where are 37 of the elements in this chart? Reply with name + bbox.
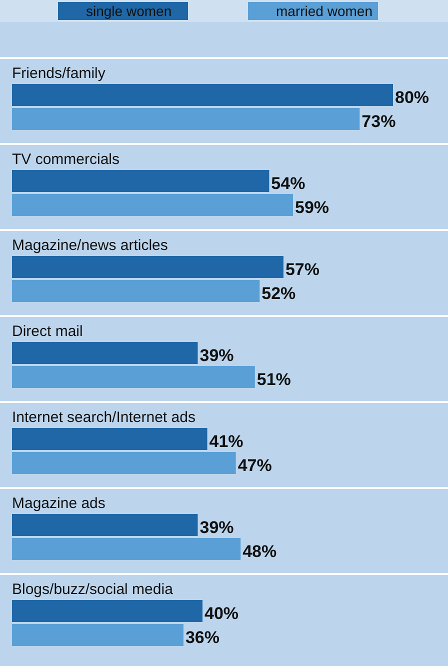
- data-label: 52%: [262, 284, 296, 303]
- data-label: 41%: [209, 432, 244, 451]
- bar: [12, 514, 198, 536]
- bar: [12, 170, 270, 192]
- y-tick-label: Magazine ads: [12, 495, 106, 512]
- data-label: 80%: [395, 88, 430, 107]
- bar: [12, 366, 255, 388]
- bar: [12, 342, 198, 364]
- data-label: 39%: [200, 346, 234, 365]
- data-label: 51%: [256, 370, 291, 389]
- y-tick-label: Blogs/buzz/social media: [12, 581, 174, 598]
- data-label: 59%: [294, 198, 330, 217]
- y-tick-label: TV commercials: [12, 151, 120, 168]
- bar: [12, 538, 241, 560]
- text: single women: [86, 3, 172, 19]
- bar: [12, 256, 284, 278]
- y-tick-label: Direct mail: [12, 323, 83, 340]
- data-label: 47%: [238, 456, 272, 475]
- y-tick-label: Friends/family: [12, 65, 106, 82]
- data-label: 73%: [362, 112, 396, 131]
- y-tick-label: Magazine/news articles: [12, 237, 168, 254]
- y-tick-label: Internet search/Internet ads: [12, 409, 196, 426]
- text: married women: [276, 3, 372, 19]
- bar: [12, 194, 293, 216]
- bar: [12, 600, 202, 622]
- data-label: 57%: [285, 260, 320, 279]
- bar: [12, 452, 236, 474]
- data-label: 39%: [200, 518, 234, 537]
- bar: [12, 108, 360, 130]
- bar: [12, 624, 184, 646]
- bar: [12, 84, 393, 106]
- bar: [12, 280, 260, 302]
- data-label: 40%: [204, 604, 239, 623]
- data-label: 54%: [271, 174, 306, 193]
- data-label: 36%: [185, 628, 220, 647]
- data-label: 48%: [242, 542, 277, 561]
- bar: [12, 428, 208, 450]
